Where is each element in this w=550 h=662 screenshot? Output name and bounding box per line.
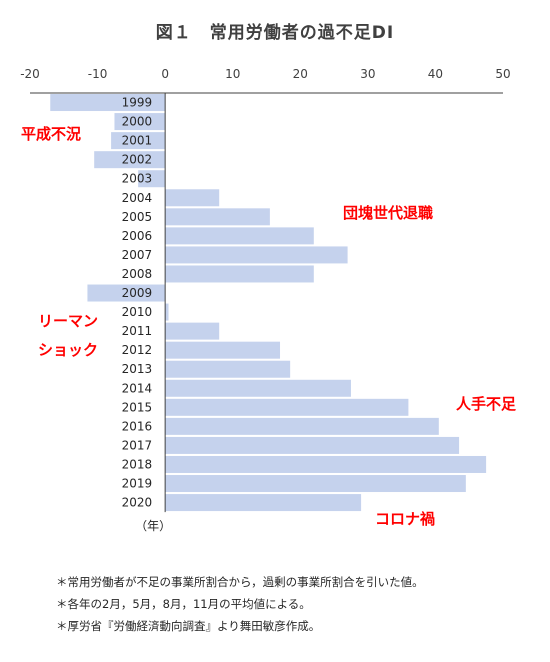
bar-2007 [165, 246, 348, 264]
bar-2003 [138, 170, 166, 188]
bar-2011 [165, 322, 220, 340]
bar-2000 [114, 113, 166, 131]
year-label-2019: 2019 [122, 477, 153, 491]
year-unit-label: （年） [135, 519, 171, 533]
x-tick-label: 40 [428, 67, 443, 81]
x-tick-label: -20 [20, 67, 40, 81]
bar-2001 [111, 132, 166, 150]
year-label-2012: 2012 [122, 343, 153, 357]
bar-chart: -20 -10 0 10 20 30 40 50 1999 2000 2001 2002 2003 20… [20, 67, 517, 533]
bar-2017 [165, 436, 460, 454]
year-label-2009: 2009 [122, 286, 153, 300]
bars [50, 94, 487, 512]
bar-2008 [165, 265, 314, 283]
bar-2010 [165, 303, 169, 321]
year-labels: 1999 2000 2001 2002 2003 2004 2005 2006 2007 2008… [122, 96, 153, 510]
x-tick-label: 50 [495, 67, 510, 81]
year-label-2000: 2000 [122, 115, 153, 129]
x-tick-label: 10 [225, 67, 240, 81]
footnote-source: ＊厚労省『労働経済動向調査』より舞田敏彦作成。 [56, 619, 321, 633]
year-label-2005: 2005 [122, 210, 153, 224]
year-label-2007: 2007 [122, 248, 153, 262]
annotation-heisei-recession: 平成不況 [21, 125, 81, 143]
bar-2019 [165, 475, 466, 493]
bar-2009 [87, 284, 166, 302]
year-label-2006: 2006 [122, 229, 153, 243]
annotation-dankai-retirement: 団塊世代退職 [343, 204, 433, 222]
year-label-2001: 2001 [122, 134, 153, 148]
x-tick-label: 30 [360, 67, 375, 81]
annotation-covid: コロナ禍 [375, 510, 435, 528]
year-label-2004: 2004 [122, 191, 153, 205]
footnote-average: ＊各年の2月，5月，8月，11月の平均値による。 [56, 597, 311, 611]
bar-2002 [94, 151, 166, 169]
year-label-1999: 1999 [122, 96, 153, 110]
x-tick-label: 0 [161, 67, 169, 81]
bar-2016 [165, 417, 439, 435]
year-label-2008: 2008 [122, 267, 153, 281]
footnotes: ＊常用労働者が不足の事業所割合から，過剰の事業所割合を引いた値。 ＊各年の2月，… [56, 571, 424, 637]
year-label-2014: 2014 [122, 381, 153, 395]
x-tick-label: 20 [293, 67, 308, 81]
x-tick-label: -10 [88, 67, 108, 81]
bar-2004 [165, 189, 220, 207]
footnote-definition: ＊常用労働者が不足の事業所割合から，過剰の事業所割合を引いた値。 [56, 575, 424, 589]
bar-2012 [165, 341, 281, 359]
bar-2015 [165, 398, 409, 416]
bar-2020 [165, 494, 362, 512]
year-label-2010: 2010 [122, 305, 153, 319]
year-label-2015: 2015 [122, 400, 153, 414]
year-label-2011: 2011 [122, 324, 153, 338]
year-label-2002: 2002 [122, 153, 153, 167]
bar-2006 [165, 227, 314, 245]
bar-2013 [165, 360, 291, 378]
bar-2018 [165, 455, 487, 473]
bar-1999 [50, 94, 166, 112]
year-label-2016: 2016 [122, 419, 153, 433]
annotation-shock: ショック [38, 341, 98, 359]
bar-2014 [165, 379, 351, 397]
x-axis-ticks: -20 -10 0 10 20 30 40 50 [20, 67, 510, 81]
annotation-lehman: リーマン [38, 312, 98, 330]
year-label-2018: 2018 [122, 457, 153, 471]
year-label-2020: 2020 [122, 496, 153, 510]
chart-title: 図１ 常用労働者の過不足DI [155, 23, 395, 43]
year-label-2003: 2003 [122, 172, 153, 186]
year-label-2013: 2013 [122, 362, 153, 376]
bar-2005 [165, 208, 270, 226]
annotation-labor-shortage: 人手不足 [456, 395, 517, 413]
year-label-2017: 2017 [122, 438, 153, 452]
